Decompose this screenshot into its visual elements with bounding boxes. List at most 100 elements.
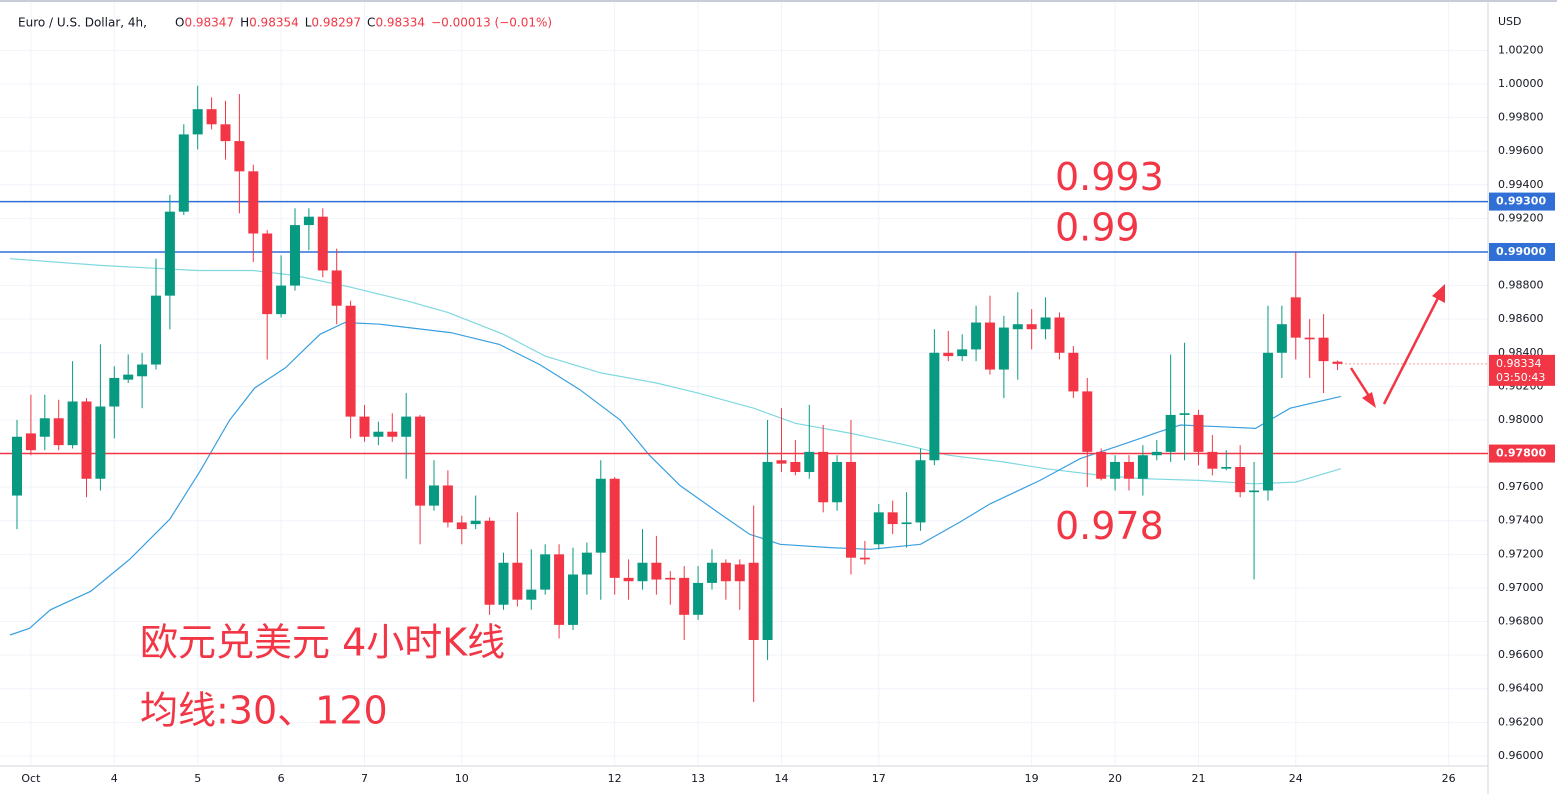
x-tick-label: 21 bbox=[1191, 772, 1205, 785]
candle-body bbox=[720, 562, 731, 582]
ohlc-value: 0.98347 bbox=[184, 16, 234, 30]
candle-body bbox=[818, 451, 829, 503]
candle-body bbox=[776, 460, 787, 464]
candle-body bbox=[790, 461, 801, 473]
candle-body bbox=[1332, 361, 1343, 364]
candle-body bbox=[706, 562, 717, 583]
ohlc-value: 0.98297 bbox=[311, 16, 361, 30]
candle-body bbox=[206, 109, 217, 125]
change: −0.00013 (−0.01%) bbox=[431, 16, 552, 30]
candle-body bbox=[470, 520, 481, 525]
level-label-bg bbox=[1489, 242, 1555, 261]
candle-body bbox=[929, 352, 940, 461]
ohlc-value: 0.98334 bbox=[375, 16, 425, 30]
candle-body bbox=[1207, 451, 1218, 469]
candle-body bbox=[39, 418, 50, 437]
candle-body bbox=[554, 554, 565, 625]
level-annotation: 0.993 bbox=[1055, 155, 1164, 199]
candle-body bbox=[428, 485, 439, 506]
candle-body bbox=[1221, 466, 1232, 469]
y-tick-label: 0.99400 bbox=[1498, 178, 1544, 191]
candle-body bbox=[109, 377, 120, 407]
candle-body bbox=[1235, 466, 1246, 493]
candle-body bbox=[442, 485, 453, 523]
x-tick-label: 14 bbox=[774, 772, 788, 785]
level-label: 0.99000 bbox=[1496, 245, 1546, 258]
ohlc-value: 0.98354 bbox=[249, 16, 299, 30]
candle-body bbox=[456, 522, 467, 530]
candle-body bbox=[262, 233, 273, 315]
currency: USD bbox=[1498, 15, 1522, 28]
candle-body bbox=[220, 124, 231, 142]
candle-body bbox=[1054, 317, 1065, 353]
candle-body bbox=[998, 327, 1009, 370]
candle-body bbox=[693, 582, 704, 615]
level-annotation: 0.99 bbox=[1055, 205, 1140, 249]
candle-body bbox=[1165, 414, 1176, 452]
annotation: 欧元兑美元 4小时K线 bbox=[140, 621, 505, 665]
candle-body bbox=[25, 433, 36, 451]
moving-average bbox=[9, 321, 1342, 636]
level-label: 0.99300 bbox=[1496, 195, 1546, 208]
candle-body bbox=[150, 295, 161, 365]
x-tick-label: 17 bbox=[872, 772, 886, 785]
candle-body bbox=[303, 216, 314, 226]
candle-body bbox=[748, 562, 759, 641]
candle-body bbox=[192, 109, 203, 135]
candle-body bbox=[623, 577, 634, 582]
candle-body bbox=[859, 557, 870, 560]
ohlc-label: O bbox=[175, 16, 184, 30]
candle-body bbox=[679, 577, 690, 615]
last-price-bg bbox=[1489, 354, 1555, 386]
x-tick-label: 12 bbox=[608, 772, 622, 785]
y-tick-label: 0.99200 bbox=[1498, 211, 1544, 224]
candle-body bbox=[415, 416, 426, 506]
candle-body bbox=[289, 225, 300, 286]
candle-body bbox=[1304, 337, 1315, 340]
x-tick-label: 6 bbox=[278, 772, 285, 785]
annotation: 均线:30、120 bbox=[140, 689, 388, 733]
candle-body bbox=[137, 364, 148, 377]
candle-body bbox=[387, 431, 398, 437]
candle-body bbox=[609, 478, 620, 578]
candle-body bbox=[164, 211, 175, 296]
x-tick-label: 13 bbox=[691, 772, 705, 785]
x-tick-label: 19 bbox=[1025, 772, 1039, 785]
y-tick-label: 0.96400 bbox=[1498, 682, 1544, 695]
x-tick-label: 7 bbox=[361, 772, 368, 785]
y-tick-label: 1.00000 bbox=[1498, 77, 1544, 90]
y-tick-label: 1.00200 bbox=[1498, 43, 1544, 56]
candle-body bbox=[1082, 391, 1093, 452]
candle-body bbox=[1110, 461, 1121, 479]
y-tick-label: 0.99600 bbox=[1498, 144, 1544, 157]
candle-body bbox=[581, 552, 592, 575]
candle-body bbox=[95, 406, 106, 479]
candle-body bbox=[1040, 317, 1051, 330]
candle-body bbox=[637, 562, 648, 582]
candle-body bbox=[887, 512, 898, 525]
candle-body bbox=[595, 478, 606, 553]
candle-body bbox=[248, 171, 259, 234]
y-tick-label: 0.98000 bbox=[1498, 413, 1544, 426]
candle-body bbox=[1123, 461, 1134, 479]
ohlc-legend: O 0.98347 H 0.98354 L 0.98297 C 0.98334 −0.00013… bbox=[175, 16, 552, 30]
candle-body bbox=[734, 564, 745, 582]
y-tick-label: 0.97000 bbox=[1498, 581, 1544, 594]
candle-body bbox=[401, 416, 412, 437]
candle-body bbox=[971, 322, 982, 350]
candle-body bbox=[915, 460, 926, 523]
y-tick-label: 0.97400 bbox=[1498, 514, 1544, 527]
candle-body bbox=[873, 512, 884, 545]
candle-body bbox=[1179, 413, 1190, 415]
candle-body bbox=[512, 562, 523, 600]
candle-body bbox=[317, 216, 328, 271]
candle-body bbox=[178, 134, 189, 212]
x-tick-label: 20 bbox=[1108, 772, 1122, 785]
candle-body bbox=[81, 401, 92, 479]
candle-body bbox=[1026, 324, 1037, 330]
candle-body bbox=[331, 270, 342, 306]
ohlc-label: C bbox=[367, 16, 375, 30]
grid bbox=[0, 0, 1488, 766]
candle-body bbox=[832, 461, 843, 503]
y-tick-label: 0.96800 bbox=[1498, 615, 1544, 628]
